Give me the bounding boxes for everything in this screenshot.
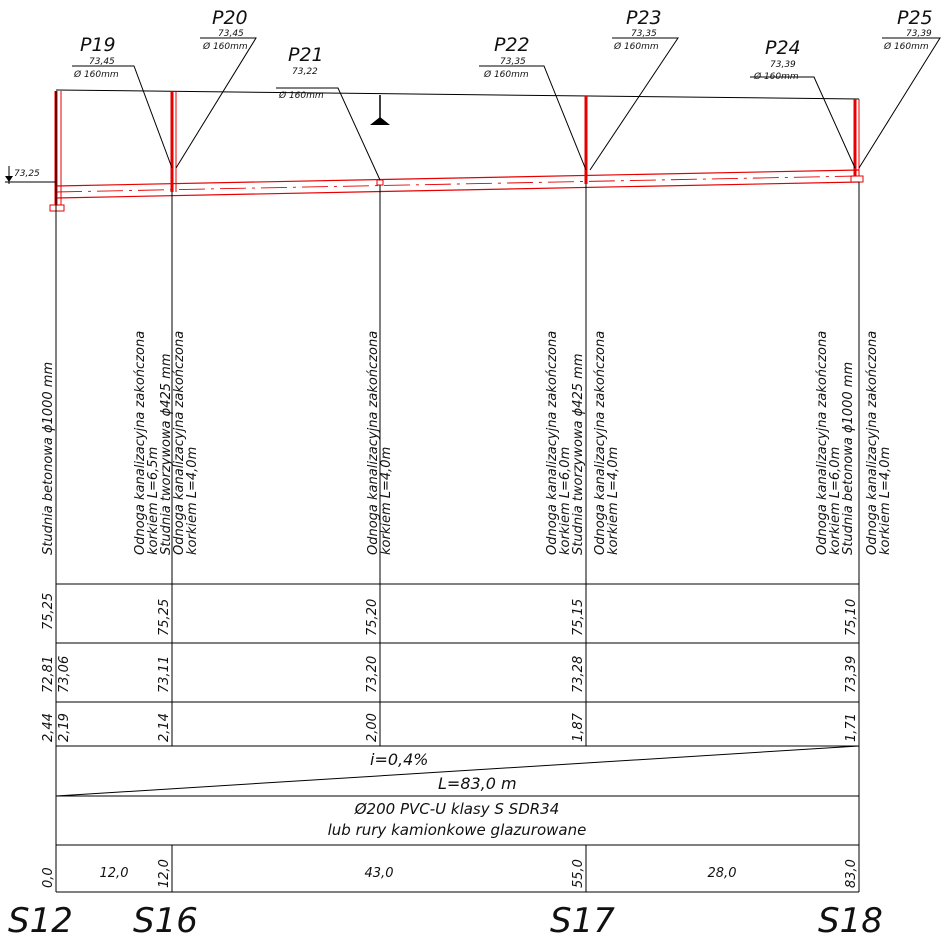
svg-text:73,45: 73,45 xyxy=(89,57,115,67)
svg-text:43,0: 43,0 xyxy=(365,866,394,881)
slope-diagonal xyxy=(55,745,860,797)
svg-text:12,0: 12,0 xyxy=(157,859,172,888)
description-S18-branch: Odnoga kanalizacyjna zakończona korkiem … xyxy=(815,327,856,555)
data-table: 75,25 75,25 75,20 75,15 75,10 72,81 73,0… xyxy=(41,583,860,893)
left-level-marker: 73,25 xyxy=(5,166,56,184)
point-P21-label: P21 73,22 Ø 160mm xyxy=(278,44,324,101)
svg-text:55,0: 55,0 xyxy=(571,859,586,888)
well-S18-label: S18 xyxy=(818,901,883,941)
pipe-spec-line1: Ø200 PVC-U klasy S SDR34 xyxy=(354,800,560,818)
svg-text:73,45: 73,45 xyxy=(218,29,244,39)
point-P19-label: P19 73,45 Ø 160mm xyxy=(73,34,119,80)
svg-text:73,39: 73,39 xyxy=(770,60,796,70)
svg-text:P22: P22 xyxy=(494,34,530,56)
slope-label: i=0,4% xyxy=(370,750,429,769)
svg-text:0,0: 0,0 xyxy=(41,867,56,888)
svg-text:P25: P25 xyxy=(897,7,933,29)
svg-text:75,20: 75,20 xyxy=(365,599,380,636)
svg-text:P24: P24 xyxy=(765,37,801,59)
svg-text:75,15: 75,15 xyxy=(571,599,586,636)
benchmark-symbol xyxy=(370,95,390,125)
point-P24-label: P24 73,39 Ø 160mm xyxy=(753,37,801,82)
terrain-line xyxy=(55,89,860,100)
svg-text:73,35: 73,35 xyxy=(631,29,657,39)
point-P23-label: P23 73,35 Ø 160mm xyxy=(613,7,662,52)
well-S16-label: S16 xyxy=(133,901,198,941)
svg-text:75,25: 75,25 xyxy=(41,593,56,630)
depth-row: 2,44 2,19 2,14 2,00 1,87 1,71 xyxy=(41,712,859,742)
left-level-label: 73,25 xyxy=(14,169,40,179)
svg-text:75,10: 75,10 xyxy=(844,599,859,636)
well-names: S12 S16 S17 S18 xyxy=(8,901,883,941)
point-labels: P19 73,45 Ø 160mm P20 73,45 Ø 160mm P21 … xyxy=(73,7,933,101)
svg-text:2,00: 2,00 xyxy=(365,713,380,742)
svg-text:73,28: 73,28 xyxy=(571,656,586,693)
svg-text:12,0: 12,0 xyxy=(100,866,129,881)
point-P25-label: P25 73,39 Ø 160mm xyxy=(883,7,933,52)
well-S12-label: S12 xyxy=(8,901,73,941)
description-S12: Studnia betonowa ϕ1000 mm xyxy=(41,362,56,555)
svg-text:P20: P20 xyxy=(212,7,248,29)
description-S16-well: Studnia tworzywowa ϕ425 mm Odnoga kanali… xyxy=(159,327,200,555)
svg-text:P23: P23 xyxy=(626,7,662,29)
svg-text:P19: P19 xyxy=(80,34,116,56)
svg-text:1,71: 1,71 xyxy=(844,713,859,742)
svg-text:73,39: 73,39 xyxy=(906,29,932,39)
svg-text:Ø 160mm: Ø 160mm xyxy=(883,41,929,52)
slope-row: i=0,4% L=83,0 m xyxy=(55,745,860,797)
terrain-elevation-row: 75,25 75,25 75,20 75,15 75,10 xyxy=(41,593,859,636)
svg-text:72,81: 72,81 xyxy=(41,656,56,693)
svg-text:P21: P21 xyxy=(288,44,324,66)
well-S12-symbol xyxy=(49,91,65,212)
svg-text:73,22: 73,22 xyxy=(292,67,318,77)
svg-text:73,35: 73,35 xyxy=(500,57,526,67)
description-S17-branch: Odnoga kanalizacyjna zakończona korkiem … xyxy=(545,327,586,555)
well-S16-symbol xyxy=(170,92,177,192)
svg-text:Ø 160mm: Ø 160mm xyxy=(613,41,659,52)
svg-text:83,0: 83,0 xyxy=(844,859,859,888)
well-S18-symbol xyxy=(850,99,864,183)
svg-text:Ø 160mm: Ø 160mm xyxy=(202,41,248,52)
svg-text:75,25: 75,25 xyxy=(157,599,172,636)
svg-text:73,39: 73,39 xyxy=(844,656,859,693)
junction-P21-marker xyxy=(376,179,384,186)
svg-text:73,20: 73,20 xyxy=(365,656,380,693)
point-P20-label: P20 73,45 Ø 160mm xyxy=(202,7,248,52)
profile-section: 73,25 xyxy=(5,37,941,212)
description-P21-branch: Odnoga kanalizacyjna zakończona korkiem … xyxy=(366,327,394,555)
svg-text:73,06: 73,06 xyxy=(57,656,72,693)
svg-text:2,19: 2,19 xyxy=(57,713,72,742)
description-texts: Studnia betonowa ϕ1000 mm Odnoga kanaliz… xyxy=(41,327,893,555)
description-S18-branch-2: Odnoga kanalizacyjna zakończona korkiem … xyxy=(865,327,893,555)
pipe-spec-line2: lub rury kamionkowe glazurowane xyxy=(328,821,587,839)
station-lines xyxy=(55,182,860,892)
svg-text:2,44: 2,44 xyxy=(41,713,56,742)
svg-text:Ø 160mm: Ø 160mm xyxy=(483,69,529,80)
svg-text:2,14: 2,14 xyxy=(157,713,172,742)
invert-elevation-row: 72,81 73,06 73,11 73,20 73,28 73,39 xyxy=(41,656,859,693)
svg-text:1,87: 1,87 xyxy=(571,712,586,742)
description-S17-branch-2: Odnoga kanalizacyjna zakończona korkiem … xyxy=(593,327,621,555)
point-P22-label: P22 73,35 Ø 160mm xyxy=(483,34,530,80)
svg-text:28,0: 28,0 xyxy=(708,866,737,881)
sewer-pipe xyxy=(55,169,860,199)
point-leaders xyxy=(72,37,941,181)
svg-text:73,11: 73,11 xyxy=(157,656,172,693)
stations-row: 0,0 12,0 55,0 83,0 12,0 43,0 28,0 xyxy=(41,859,859,888)
pipe-spec-row: Ø200 PVC-U klasy S SDR34 lub rury kamion… xyxy=(328,800,587,839)
svg-text:Ø 160mm: Ø 160mm xyxy=(73,69,119,80)
description-S16-branch: Odnoga kanalizacyjna zakończona korkiem … xyxy=(133,327,161,555)
well-S17-label: S17 xyxy=(550,901,615,941)
svg-text:Ø 160mm: Ø 160mm xyxy=(753,71,799,82)
svg-text:Ø 160mm: Ø 160mm xyxy=(278,90,324,101)
length-label: L=83,0 m xyxy=(438,774,517,793)
